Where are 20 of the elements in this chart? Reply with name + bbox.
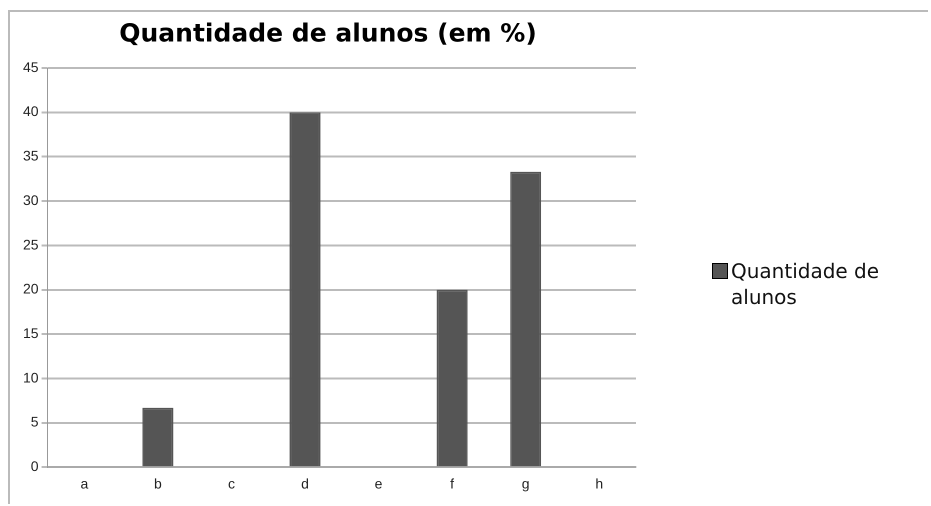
y-tick-label: 35	[22, 148, 39, 164]
y-tick-label: 45	[22, 58, 39, 75]
chart-title: Quantidade de alunos (em %)	[119, 18, 537, 48]
x-tick-label: c	[228, 475, 235, 492]
y-tick-label: 40	[22, 103, 39, 120]
x-tick-label: f	[450, 475, 454, 492]
x-tick-label: h	[595, 475, 604, 492]
y-tick-label: 25	[22, 236, 39, 252]
x-tick-label: e	[374, 475, 383, 492]
x-tick-label: g	[522, 475, 530, 492]
y-tick-label: 30	[22, 192, 39, 208]
y-tick-label: 10	[22, 369, 39, 386]
y-tick-label: 15	[22, 324, 39, 341]
y-tick-label: 0	[30, 458, 39, 474]
x-tick-label: d	[301, 475, 309, 492]
y-tick-label: 20	[22, 280, 39, 297]
x-tick-label: a	[80, 475, 88, 492]
x-tick-label: b	[154, 475, 162, 492]
y-tick-label: 5	[30, 414, 39, 430]
legend-label: Quantidade de alunos	[731, 258, 880, 310]
